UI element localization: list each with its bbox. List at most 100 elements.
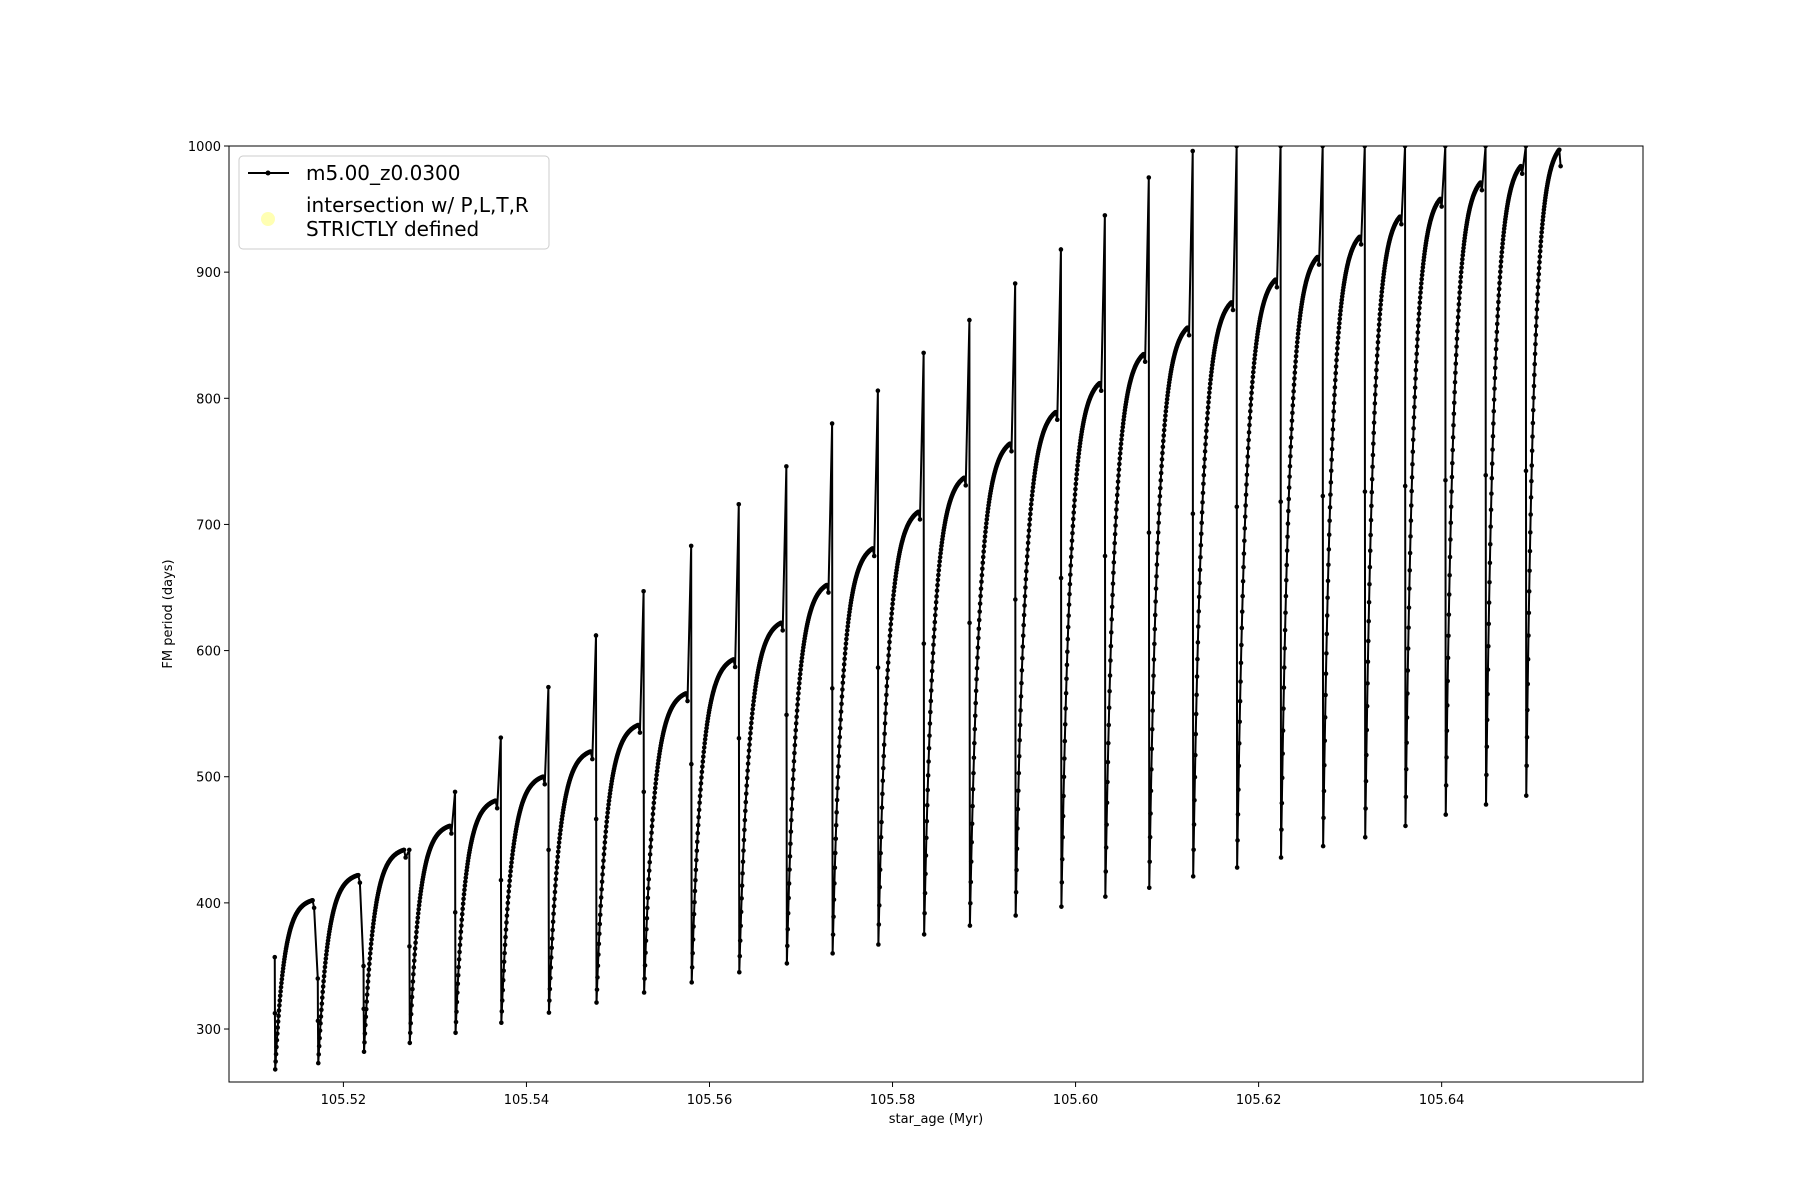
data-point bbox=[1285, 534, 1290, 540]
data-point bbox=[982, 534, 988, 539]
data-point bbox=[324, 945, 330, 950]
data-point bbox=[1327, 505, 1333, 510]
data-point bbox=[699, 769, 705, 775]
data-point bbox=[1163, 408, 1169, 414]
data-point bbox=[928, 709, 933, 715]
data-point bbox=[1489, 491, 1494, 496]
data-point bbox=[457, 949, 462, 955]
data-point bbox=[1250, 374, 1256, 380]
data-point bbox=[1013, 597, 1018, 602]
data-point bbox=[883, 711, 888, 716]
data-point bbox=[553, 876, 559, 882]
data-point bbox=[749, 715, 755, 721]
data-point bbox=[693, 877, 698, 883]
data-point bbox=[1450, 435, 1456, 440]
data-point bbox=[365, 979, 371, 984]
data-point bbox=[1445, 703, 1450, 708]
data-point bbox=[1525, 681, 1531, 687]
data-point bbox=[1455, 314, 1461, 320]
data-point bbox=[1059, 857, 1065, 862]
data-point bbox=[794, 714, 799, 720]
data-point bbox=[1489, 475, 1495, 481]
data-point bbox=[976, 635, 981, 641]
data-point bbox=[961, 475, 967, 481]
data-point bbox=[1523, 146, 1529, 149]
data-point bbox=[1405, 668, 1411, 673]
data-point bbox=[556, 840, 562, 845]
data-point bbox=[1335, 346, 1340, 351]
data-point bbox=[1279, 775, 1285, 781]
data-point bbox=[1065, 624, 1071, 630]
data-point bbox=[410, 979, 416, 984]
data-point bbox=[741, 837, 747, 843]
data-point bbox=[841, 662, 847, 667]
data-point bbox=[792, 742, 798, 748]
data-point bbox=[1419, 276, 1425, 282]
data-point bbox=[938, 550, 943, 556]
data-point bbox=[1059, 880, 1065, 885]
data-point bbox=[458, 929, 464, 935]
data-point bbox=[1328, 468, 1334, 474]
data-point bbox=[1451, 400, 1457, 406]
data-point bbox=[743, 791, 749, 796]
data-point bbox=[1120, 424, 1126, 430]
data-point bbox=[1151, 657, 1157, 662]
data-point bbox=[279, 976, 285, 982]
data-point bbox=[602, 845, 607, 851]
data-point bbox=[1242, 514, 1248, 519]
data-point bbox=[1419, 281, 1424, 286]
data-point bbox=[1161, 438, 1166, 444]
data-point bbox=[1418, 285, 1424, 291]
data-point bbox=[1031, 477, 1037, 483]
data-point bbox=[503, 927, 509, 932]
data-point bbox=[1058, 247, 1064, 252]
data-point bbox=[1253, 345, 1259, 350]
data-point bbox=[273, 1059, 278, 1064]
data-point bbox=[1106, 722, 1112, 728]
data-point bbox=[1202, 449, 1208, 454]
data-point bbox=[1420, 261, 1426, 267]
data-point bbox=[984, 513, 990, 518]
data-point bbox=[1111, 570, 1116, 576]
data-point bbox=[316, 1043, 322, 1049]
data-point bbox=[355, 872, 361, 878]
data-point bbox=[1283, 610, 1288, 616]
data-point bbox=[971, 770, 976, 776]
data-point bbox=[1115, 485, 1120, 491]
data-point bbox=[1519, 171, 1525, 177]
data-point bbox=[654, 768, 660, 774]
data-point bbox=[655, 761, 661, 767]
data-point bbox=[890, 597, 896, 602]
data-point bbox=[454, 999, 460, 1005]
data-point bbox=[1146, 530, 1152, 535]
data-point bbox=[800, 651, 805, 657]
data-point bbox=[555, 854, 561, 860]
data-point bbox=[1500, 241, 1505, 246]
data-point bbox=[1109, 604, 1115, 610]
data-point bbox=[926, 759, 931, 764]
data-point bbox=[692, 888, 698, 894]
data-point bbox=[788, 841, 793, 847]
data-point bbox=[1408, 503, 1414, 508]
data-point bbox=[369, 932, 375, 938]
data-point bbox=[1484, 744, 1490, 750]
data-point bbox=[1367, 582, 1372, 587]
data-point bbox=[554, 859, 560, 865]
data-point bbox=[732, 664, 738, 670]
data-point bbox=[696, 807, 702, 813]
data-point bbox=[1374, 360, 1380, 365]
data-point bbox=[1368, 517, 1374, 523]
data-point bbox=[455, 981, 461, 987]
data-point bbox=[1156, 511, 1162, 516]
data-point bbox=[648, 844, 653, 850]
data-point bbox=[1377, 316, 1382, 322]
data-point bbox=[559, 820, 564, 826]
data-point bbox=[1207, 385, 1213, 391]
y-tick-label: 700 bbox=[196, 518, 221, 533]
data-point bbox=[1364, 727, 1370, 733]
data-point bbox=[1203, 435, 1209, 440]
data-point bbox=[969, 821, 975, 827]
data-point bbox=[1358, 242, 1364, 247]
data-point bbox=[977, 601, 983, 606]
data-point bbox=[1446, 633, 1451, 639]
